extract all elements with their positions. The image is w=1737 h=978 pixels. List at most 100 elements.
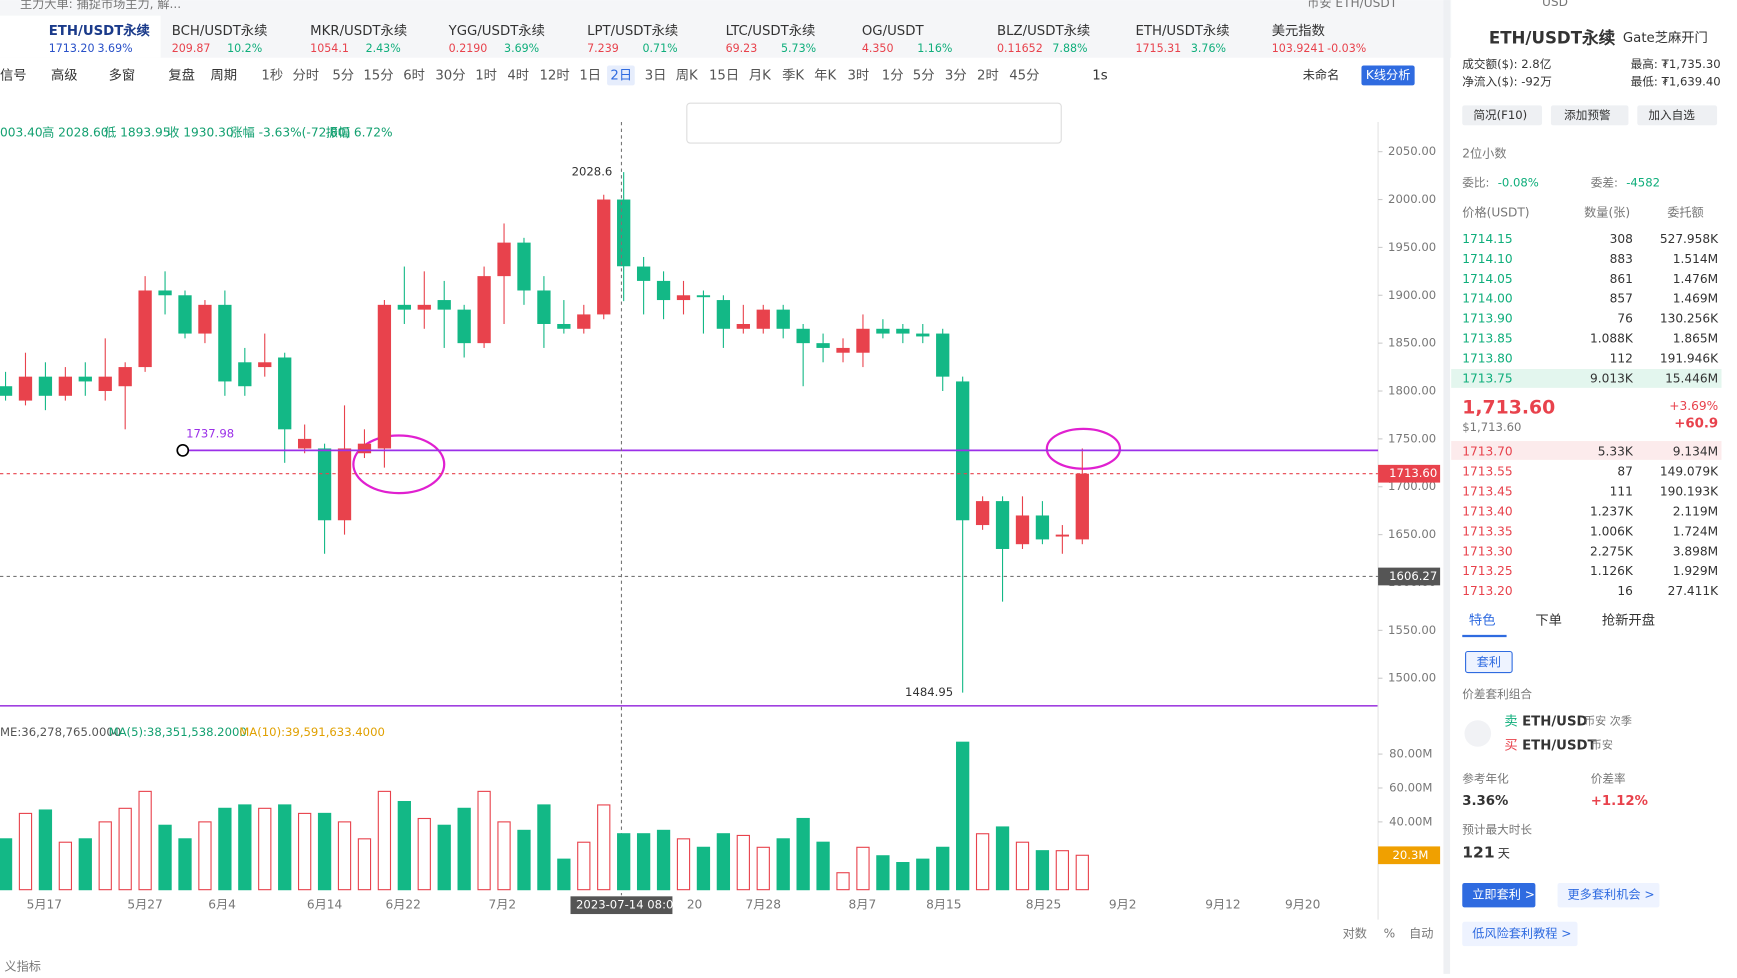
ohlc-text: 收 1930.30 [167,126,233,140]
tab-change: 7.88% [1052,42,1087,55]
timeframe[interactable]: 月K [749,68,771,83]
analysis-label[interactable]: K线分析 [1366,68,1411,82]
panel-tab[interactable]: 特色 [1469,611,1496,628]
layout-name[interactable]: 未命名 [1303,67,1340,82]
timeframe[interactable]: 1秒 [261,67,283,83]
level-anchor[interactable] [176,444,190,457]
panel-tab[interactable]: 抢新开盘 [1602,611,1655,628]
panel-button-label[interactable]: 添加预警 [1564,108,1611,122]
timeframe[interactable]: 6时 [403,67,425,83]
candle-body [517,242,531,291]
action-button[interactable] [1462,883,1536,908]
panel-exchange[interactable]: Gate芝麻开门 [1623,30,1708,46]
timeframe[interactable]: 1分 [882,67,904,83]
timeframe[interactable]: 周K [676,68,698,83]
currency[interactable]: USD [1542,0,1568,9]
panel-button[interactable] [1637,105,1718,126]
candle-body [278,357,292,430]
timeframe[interactable]: 年K [814,67,836,83]
volume-bar [995,826,1010,891]
timeframe[interactable]: 季K [782,67,804,83]
toolbar-item[interactable]: 周期 [210,67,237,83]
timeframe[interactable]: 分时 [292,67,319,83]
timeframe[interactable]: 30分 [435,67,465,83]
timeframe[interactable]: 1时 [475,67,497,83]
action-button[interactable] [1557,883,1660,908]
tab-name[interactable]: BCH/USDT永续 [172,23,268,39]
tab-bar [0,0,1452,58]
bottom-control[interactable]: 义指标 [4,959,41,974]
action-label[interactable]: 低风险套利教程 > [1472,925,1571,940]
tab-name[interactable]: ETH/USDT永续 [1135,23,1229,39]
book-total: 9.134M [1673,445,1718,459]
tab-name[interactable]: YGG/USDT永续 [448,23,545,39]
action-label[interactable]: 更多套利机会 > [1568,888,1655,902]
timeframe[interactable]: 15日 [709,68,739,83]
search[interactable]: 币安 ETH/USDT [1307,0,1398,10]
volume-bar [1015,841,1030,891]
tab-price: 4.350 [862,42,894,55]
x-tick-label: 20 [687,898,703,912]
tab-name[interactable]: 美元指数 [1272,23,1325,39]
tab-name[interactable]: BLZ/USDT永续 [997,23,1090,39]
volume-bar [158,824,172,891]
toolbar-item[interactable]: 信号 [0,67,27,83]
panel-tab[interactable]: 下单 [1535,612,1562,628]
bottom-control[interactable]: 对数 [1343,925,1367,940]
arb-chip-label[interactable]: 套利 [1477,655,1501,669]
toolbar-item[interactable]: 复盘 [168,66,195,83]
mid-price: 1,713.60 [1462,397,1555,418]
book-total: 1.514M [1673,252,1718,266]
toolbar-item[interactable]: 高级 [51,66,78,83]
action-label[interactable]: 立即套利 > [1472,887,1535,902]
decimals[interactable]: 2位小数 [1462,146,1506,161]
timeframe[interactable]: 3时 [847,67,869,83]
x-tick-label: 8月15 [926,898,961,912]
candle-body [377,304,392,449]
timeframe[interactable]: 45分 [1009,67,1039,83]
interval[interactable]: 1s [1092,68,1107,83]
bottom-control[interactable]: 自动 [1409,926,1433,940]
tab-name[interactable]: LPT/USDT永续 [587,23,678,39]
timeframe[interactable]: 4时 [507,67,529,83]
tab-name[interactable]: ETH/USDT永续 [49,22,151,39]
drawing-toolbar[interactable] [686,102,1062,144]
candle-body [696,295,711,298]
timeframe[interactable]: 2日 [610,68,632,83]
timeframe[interactable]: 2时 [977,67,999,83]
candle-body [58,376,73,396]
timeframe[interactable]: 15分 [363,67,393,83]
timeframe[interactable]: 12时 [539,67,569,83]
leg-side: 买 [1504,738,1517,754]
panel-button[interactable] [1550,105,1629,126]
tab-name[interactable]: OG/USDT [862,24,925,39]
volume-bar [0,838,13,891]
book-qty: 857 [1610,292,1633,306]
analysis-button[interactable] [1361,65,1415,86]
panel-button-label[interactable]: 加入自选 [1648,108,1695,122]
timeframe[interactable]: 3日 [645,68,667,83]
timeframe[interactable]: 5分 [332,67,354,83]
action-button[interactable] [1462,921,1578,947]
volume-bar [317,812,332,891]
ratio: 委比: [1462,175,1489,189]
toolbar-item[interactable]: 多窗 [109,66,136,83]
book-qty: 861 [1610,272,1633,286]
bottom-control[interactable]: % [1384,926,1396,940]
volume-legend: MA(10):39,591,633.4000 [239,725,385,739]
arb-chip[interactable] [1465,650,1513,674]
panel-button-label[interactable]: 简况(F10) [1473,108,1527,122]
leg-venue: 币安 次季 [1584,713,1632,727]
timeframe[interactable]: 5分 [913,67,935,83]
tab-change: 10.2% [227,42,262,55]
x-tick-label: 5月17 [27,898,62,912]
tab-name[interactable]: LTC/USDT永续 [726,23,816,39]
volume-bar [577,841,591,891]
timeframe[interactable]: 1日 [579,68,601,83]
timeframe[interactable]: 3分 [945,67,967,83]
candle-body [656,280,671,301]
tab-name[interactable]: MKR/USDT永续 [310,23,407,39]
candle-body [98,376,112,392]
mid-usd: $1,713.60 [1462,420,1521,434]
panel-button[interactable] [1462,105,1543,126]
